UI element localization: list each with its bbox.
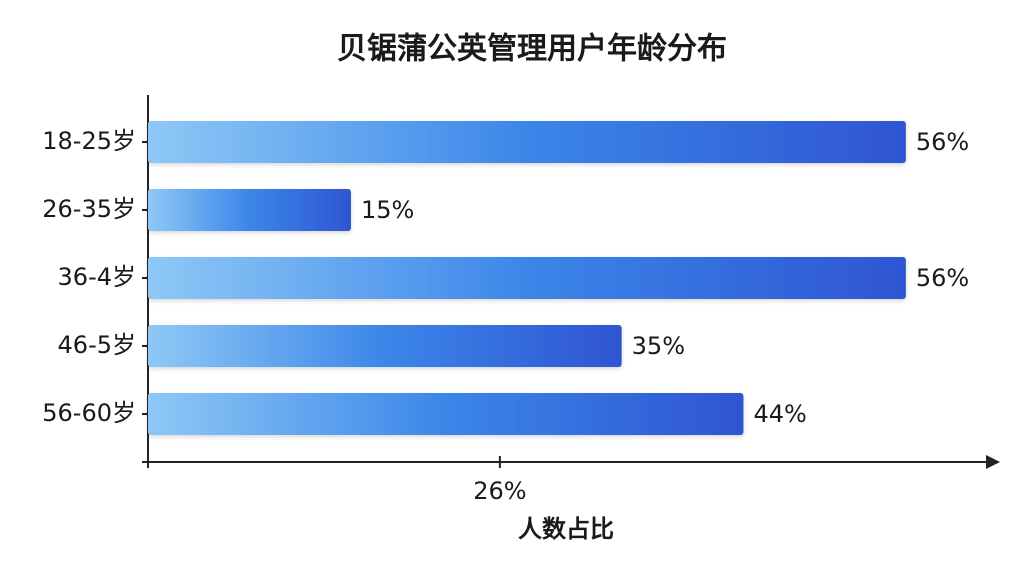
y-tick-label: 56-60岁 — [42, 399, 136, 427]
bar — [148, 189, 351, 231]
data-label: 35% — [632, 332, 685, 360]
bar — [148, 121, 906, 163]
x-axis-arrow — [986, 455, 1000, 469]
data-label: 15% — [361, 196, 414, 224]
y-tick-label: 18-25岁 — [42, 127, 136, 155]
data-label: 56% — [916, 264, 969, 292]
bar — [148, 257, 906, 299]
bar — [148, 325, 622, 367]
x-axis-label: 人数占比 — [518, 515, 614, 543]
x-tick-label: 26% — [473, 477, 526, 505]
y-tick-label: 36-4岁 — [58, 263, 136, 291]
y-tick-label: 26-35岁 — [42, 195, 136, 223]
y-tick-label: 46-5岁 — [58, 331, 136, 359]
data-label: 56% — [916, 128, 969, 156]
bar — [148, 393, 744, 435]
data-label: 44% — [753, 400, 806, 428]
chart-title: 贝锯蒲公英管理用户年龄分布 — [337, 32, 727, 67]
